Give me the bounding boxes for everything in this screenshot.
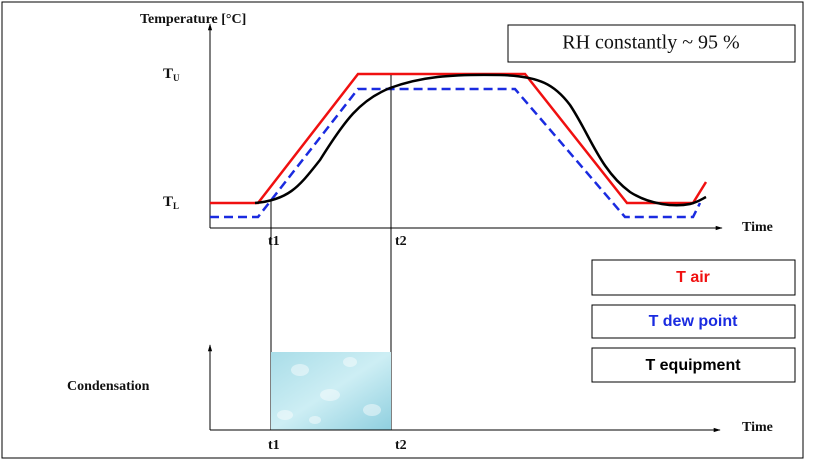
marker-label: t2 — [395, 234, 407, 249]
legend-box — [591, 259, 796, 296]
condensation-area — [271, 352, 391, 430]
equipment-curve — [254, 73, 707, 207]
note-box — [507, 24, 796, 63]
legend-entry: T dew point — [649, 313, 739, 330]
legend-entry: T air — [676, 269, 710, 286]
x-axis-title: Time — [742, 420, 773, 435]
legend-entry: T equipment — [645, 357, 741, 374]
droplets — [277, 357, 381, 424]
level-label: TL — [163, 194, 179, 211]
dew-curve — [210, 87, 702, 219]
marker-label: t2 — [395, 438, 407, 453]
marker-label: t1 — [268, 438, 280, 453]
x-axis-title: Time — [742, 220, 773, 235]
y-axis-title: Temperature [°C] — [140, 12, 246, 27]
marker-label: t1 — [268, 234, 280, 249]
y-axis-title: Condensation — [67, 379, 150, 394]
legend-box — [591, 347, 796, 383]
level-label: TU — [163, 66, 180, 83]
legend-box — [591, 304, 796, 339]
note: RH constantly ~ 95 % — [562, 32, 739, 54]
